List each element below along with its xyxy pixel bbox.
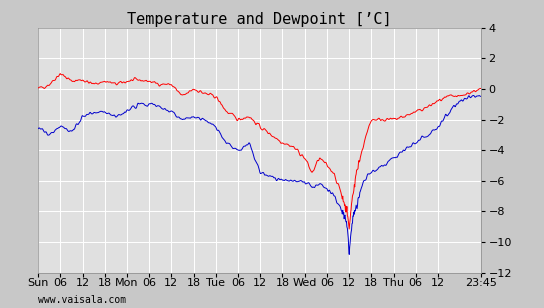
Title: Temperature and Dewpoint [’C]: Temperature and Dewpoint [’C] — [127, 12, 392, 26]
Text: www.vaisala.com: www.vaisala.com — [38, 295, 126, 305]
